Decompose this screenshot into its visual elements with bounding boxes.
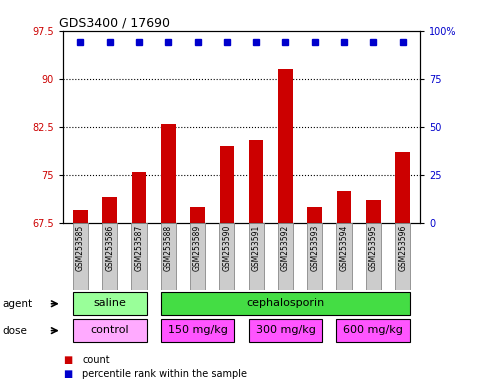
Bar	[220, 146, 234, 223]
Text: GSM253595: GSM253595	[369, 225, 378, 271]
Bar	[395, 223, 410, 290]
Text: count: count	[82, 355, 110, 365]
Text: agent: agent	[2, 299, 32, 309]
Text: GSM253585: GSM253585	[76, 225, 85, 271]
Bar	[249, 139, 263, 223]
Text: saline: saline	[93, 298, 126, 308]
Text: GSM253594: GSM253594	[340, 225, 349, 271]
Bar	[73, 210, 88, 223]
Bar	[307, 207, 322, 223]
Text: control: control	[90, 325, 129, 335]
Bar	[161, 124, 176, 223]
Bar	[73, 319, 146, 343]
Text: cephalosporin: cephalosporin	[246, 298, 325, 308]
Text: GSM253588: GSM253588	[164, 225, 173, 271]
Text: 150 mg/kg: 150 mg/kg	[168, 325, 227, 335]
Bar	[190, 223, 205, 290]
Bar	[161, 319, 234, 343]
Bar	[73, 223, 88, 290]
Bar	[161, 292, 410, 316]
Bar	[337, 191, 351, 223]
Bar	[190, 207, 205, 223]
Bar	[366, 200, 381, 223]
Bar	[366, 223, 381, 290]
Text: GSM253590: GSM253590	[222, 225, 231, 271]
Bar	[102, 223, 117, 290]
Text: GSM253591: GSM253591	[252, 225, 261, 271]
Bar	[337, 319, 410, 343]
Bar	[73, 292, 146, 316]
Bar	[278, 223, 293, 290]
Bar	[249, 223, 264, 290]
Text: GSM253586: GSM253586	[105, 225, 114, 271]
Text: dose: dose	[2, 326, 28, 336]
Text: 600 mg/kg: 600 mg/kg	[343, 325, 403, 335]
Text: GSM253589: GSM253589	[193, 225, 202, 271]
Bar	[337, 223, 352, 290]
Bar	[102, 197, 117, 223]
Text: 300 mg/kg: 300 mg/kg	[256, 325, 315, 335]
Bar	[132, 172, 146, 223]
Text: percentile rank within the sample: percentile rank within the sample	[82, 369, 247, 379]
Text: ■: ■	[63, 355, 72, 365]
Text: ■: ■	[63, 369, 72, 379]
Bar	[161, 223, 176, 290]
Bar	[131, 223, 146, 290]
Text: GSM253596: GSM253596	[398, 225, 407, 271]
Bar	[249, 319, 322, 343]
Text: GSM253587: GSM253587	[134, 225, 143, 271]
Text: GDS3400 / 17690: GDS3400 / 17690	[59, 17, 170, 30]
Bar	[278, 69, 293, 223]
Bar	[395, 152, 410, 223]
Bar	[307, 223, 322, 290]
Text: GSM253592: GSM253592	[281, 225, 290, 271]
Bar	[219, 223, 234, 290]
Text: GSM253593: GSM253593	[310, 225, 319, 271]
